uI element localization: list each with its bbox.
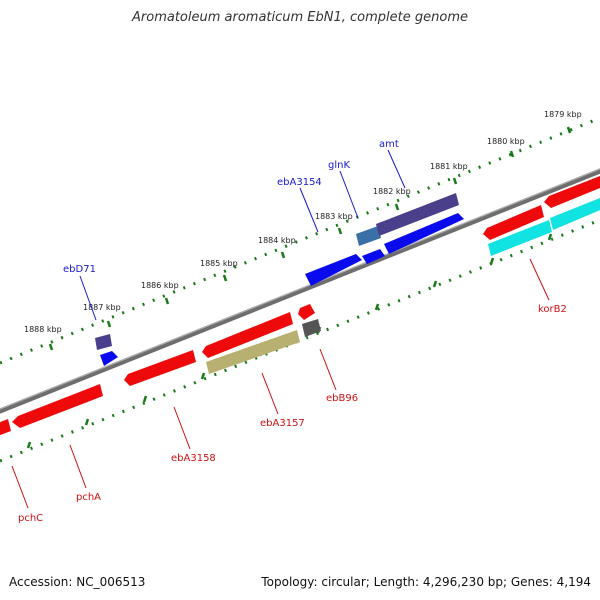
tick-mark [106,320,112,328]
reverse-genes [0,175,600,436]
leader-amt [387,149,406,189]
tick-mark [489,257,495,265]
gene-glnK-arrow [362,249,385,264]
tick-label: 1888 kbp [24,325,62,334]
gene-korB2-arrow [483,205,544,240]
leader-ebD71 [79,275,97,321]
leader-ebB96 [319,348,337,391]
gene-ebA3154-arrow [305,254,362,286]
tick-mark [222,274,228,282]
tick-label: 1879 kbp [544,110,582,119]
tick-mark [48,343,54,351]
ortholog-box [95,334,112,350]
gene-label-amt: amt [379,139,399,150]
tick-mark [164,297,170,305]
genome-backbone-highlight [0,168,600,410]
tick-mark [280,251,286,259]
tick-mark [547,233,553,241]
leader-glnK [339,170,359,219]
tick-mark [432,280,438,288]
leader-lines [11,149,550,509]
gene-ebA3158-arrow [124,350,196,386]
gene-label-ebA3157: ebA3157 [260,418,305,429]
tick-label: 1880 kbp [487,137,525,146]
ortholog-box-ebA3157 [206,330,300,374]
gene-label-ebA3158: ebA3158 [171,453,216,464]
gene-labels: amt glnK ebA3154 ebD71 korB2 ebB96 ebA31… [18,139,567,524]
accession-text: Accession: NC_006513 [9,575,146,589]
tick-label: 1881 kbp [430,162,468,171]
tick-label: 1887 kbp [83,303,121,312]
tick-label: 1882 kbp [373,187,411,196]
gene-pchC-arrow [0,419,11,436]
gene-ebB96-arrow [298,304,315,320]
gene-red-arrow [544,175,600,208]
major-ticks [48,126,572,351]
tick-mark [374,303,380,311]
gene-amt-arrow [384,213,464,254]
tick-label: 1883 kbp [315,212,353,221]
leader-pchC [11,465,29,509]
tick-mark [84,418,90,426]
gene-label-ebD71: ebD71 [63,264,96,275]
genome-backbone [0,168,600,414]
topology-text: Topology: circular; Length: 4,296,230 bp… [261,575,591,589]
tick-mark [394,203,400,211]
gene-label-korB2: korB2 [538,304,567,315]
tick-mark [509,150,515,158]
gene-pchA-arrow [12,384,103,428]
ortholog-box-korB2 [488,220,552,256]
tick-labels: 1879 kbp 1880 kbp 1881 kbp 1882 kbp 1883… [24,110,582,334]
tick-mark [200,372,206,380]
tick-label: 1886 kbp [141,281,179,290]
leader-korB2 [529,258,550,301]
gene-label-ebA3154: ebA3154 [277,177,322,188]
tick-label: 1884 kbp [258,236,296,245]
leader-ebA3158 [173,406,191,450]
leader-pchA [69,444,87,489]
tick-mark [26,441,32,449]
gene-ebA3157-arrow [202,312,293,358]
gene-label-ebB96: ebB96 [326,393,358,404]
map-title: Aromatoleum aromaticum EbN1, complete ge… [132,10,468,25]
tick-mark [452,177,458,185]
gene-label-pchA: pchA [76,492,101,503]
leader-ebA3157 [261,372,279,415]
tick-mark [142,395,148,403]
tick-mark [337,227,343,235]
gene-ebD71-arrow [100,351,118,366]
ortholog-box-cyan [550,198,600,230]
tick-mark [566,126,572,134]
leader-ebA3154 [299,187,319,233]
ortholog-box-glnK [356,226,381,246]
ortholog-box-amt [376,193,459,236]
tick-label: 1885 kbp [200,259,238,268]
gene-label-pchC: pchC [18,513,43,524]
gene-label-glnK: glnK [328,160,350,171]
forward-genes [95,193,464,366]
ortholog-box-ebB96 [302,319,321,337]
outer-scale-ring [0,116,600,365]
